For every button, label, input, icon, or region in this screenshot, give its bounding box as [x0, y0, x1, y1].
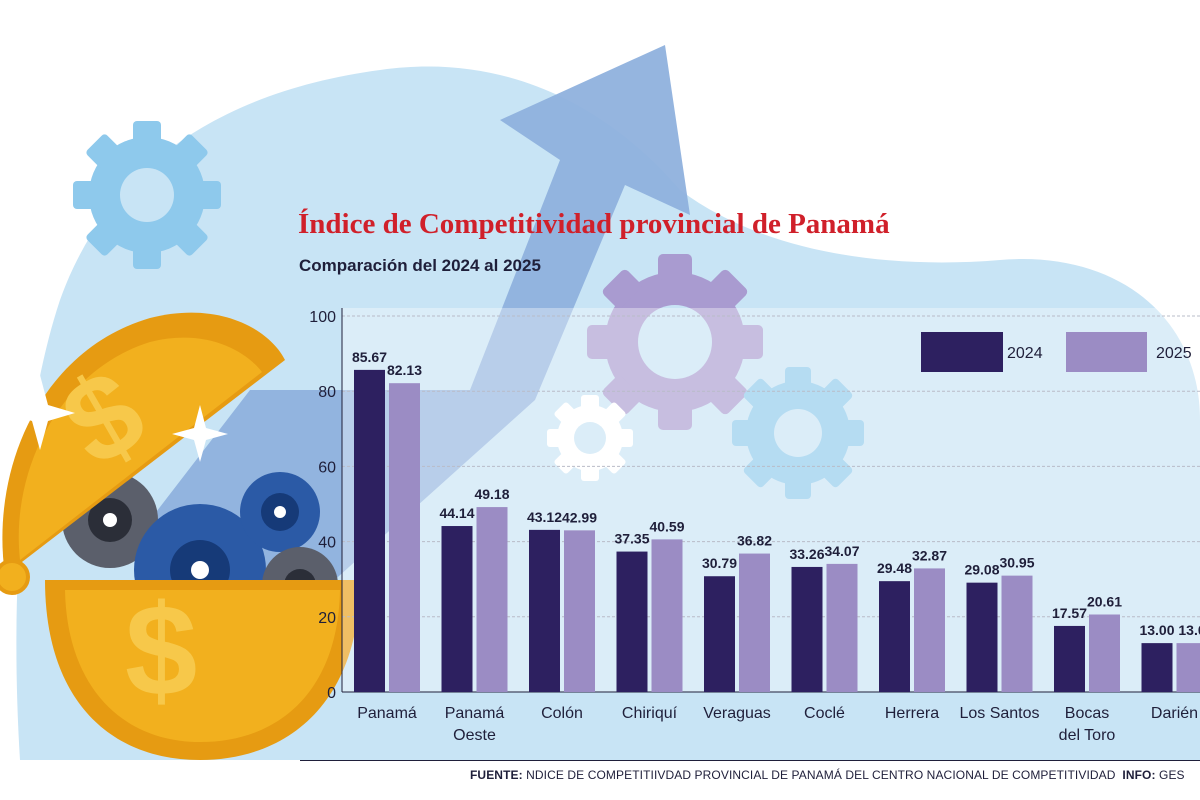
- bar-2024: [1141, 643, 1173, 692]
- x-tick-label: Bocas: [1065, 705, 1109, 722]
- data-label: 37.35: [614, 531, 649, 547]
- footer-divider: [300, 760, 1200, 761]
- bar-2024: [966, 582, 998, 692]
- x-tick-label: del Toro: [1059, 727, 1116, 744]
- bar-2025: [389, 383, 420, 692]
- source-label: FUENTE:: [470, 768, 523, 782]
- source-footer: FUENTE: NDICE DE COMPETITIIVDAD PROVINCI…: [470, 768, 1200, 782]
- data-label: 49.18: [474, 486, 509, 502]
- gear-icon: [73, 121, 221, 269]
- bar-2025: [476, 507, 508, 692]
- bar-2024: [704, 576, 735, 692]
- bar-2024: [1054, 625, 1085, 692]
- gear-icon: [732, 367, 864, 499]
- svg-text:$: $: [125, 577, 197, 723]
- data-label: 40.59: [649, 518, 684, 534]
- x-tick-label: Chiriquí: [622, 705, 678, 722]
- legend-label-2025: 2025: [1156, 345, 1192, 362]
- x-tick-label: Darién: [1151, 705, 1198, 722]
- bar-2025: [1089, 614, 1120, 692]
- y-tick-label: 100: [309, 309, 336, 326]
- data-label: 43.12: [527, 509, 562, 525]
- data-label: 13.0: [1178, 622, 1200, 638]
- bar-2024: [616, 551, 648, 692]
- gear-icon: [587, 254, 763, 430]
- chart-title: Índice de Competitividad provincial de P…: [298, 208, 890, 240]
- bar-2024: [441, 526, 473, 692]
- x-tick-label: Veraguas: [703, 705, 771, 722]
- x-tick-label: Herrera: [885, 705, 939, 722]
- data-label: 17.57: [1052, 605, 1087, 621]
- bar-2025: [651, 539, 683, 692]
- info-label: INFO:: [1122, 768, 1156, 782]
- gear-icon: [547, 395, 633, 481]
- x-tick-label: Panamá: [445, 705, 505, 722]
- data-label: 85.67: [352, 349, 387, 365]
- data-label: 30.79: [702, 555, 737, 571]
- data-label: 36.82: [737, 533, 772, 549]
- legend-swatch-2025: [1066, 332, 1147, 372]
- bar-2024: [791, 566, 823, 692]
- data-label: 29.48: [877, 560, 912, 576]
- y-tick-label: 60: [318, 459, 336, 476]
- data-label: 34.07: [824, 543, 859, 559]
- data-label: 33.26: [789, 546, 824, 562]
- bar-2025: [826, 563, 858, 692]
- data-label: 82.13: [387, 362, 422, 378]
- y-tick-label: 80: [318, 384, 336, 401]
- bar-2024: [529, 529, 560, 692]
- bar-2025: [739, 553, 770, 692]
- x-tick-label: Oeste: [453, 727, 496, 744]
- data-label: 13.00: [1139, 622, 1174, 638]
- bar-2024: [354, 369, 385, 692]
- data-label: 42.99: [562, 509, 597, 525]
- y-tick-label: 0: [327, 685, 336, 702]
- legend-label-2024: 2024: [1007, 345, 1043, 362]
- data-label: 44.14: [439, 505, 474, 521]
- y-tick-label: 20: [318, 610, 336, 627]
- bar-2025: [564, 530, 595, 692]
- data-label: 20.61: [1087, 594, 1122, 610]
- data-label: 32.87: [912, 547, 947, 563]
- data-label: 29.08: [964, 562, 999, 578]
- legend-swatch-2024: [921, 332, 1003, 372]
- bar-2025: [914, 568, 945, 692]
- chart-subtitle: Comparación del 2024 al 2025: [299, 256, 541, 275]
- bar-2024: [879, 581, 910, 692]
- source-text: NDICE DE COMPETITIIVDAD PROVINCIAL DE PA…: [526, 768, 1116, 782]
- x-tick-label: Coclé: [804, 705, 845, 722]
- y-tick-label: 40: [318, 535, 336, 552]
- bar-2025: [1176, 643, 1200, 692]
- x-tick-label: Colón: [541, 705, 583, 722]
- coin-illustration: $ $: [0, 312, 360, 760]
- data-label: 30.95: [999, 555, 1034, 571]
- x-tick-label: Panamá: [357, 705, 417, 722]
- x-tick-label: Los Santos: [959, 705, 1039, 722]
- info-text: GES: [1159, 768, 1185, 782]
- bar-2025: [1001, 575, 1033, 692]
